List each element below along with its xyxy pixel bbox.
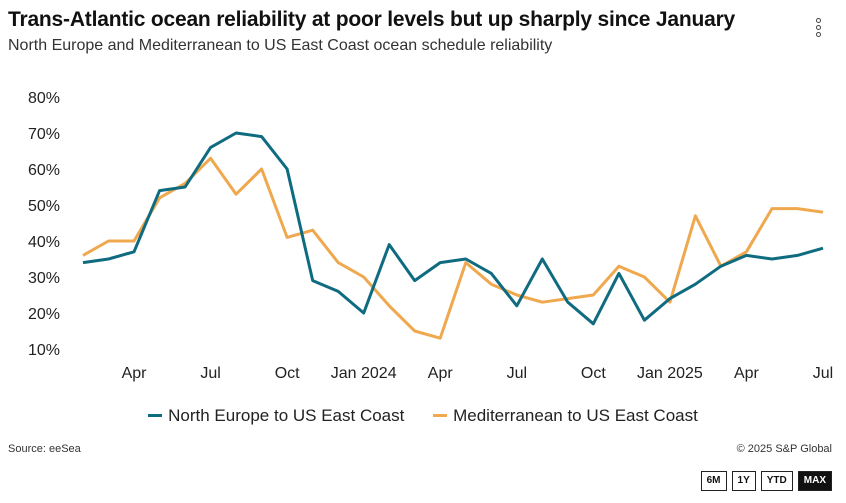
x-tick-label: Apr bbox=[428, 365, 454, 382]
legend-swatch-mediterranean bbox=[433, 414, 448, 417]
y-tick-label: 60% bbox=[28, 162, 60, 179]
menu-dot-icon bbox=[815, 25, 821, 30]
y-tick-label: 40% bbox=[28, 234, 60, 251]
legend-item-north-europe[interactable]: North Europe to US East Coast bbox=[148, 406, 404, 426]
range-button-max[interactable]: MAX bbox=[797, 471, 832, 491]
y-tick-label: 30% bbox=[28, 270, 60, 287]
x-tick-label: Apr bbox=[734, 365, 760, 382]
range-selector: 6M 1Y YTD MAX bbox=[700, 471, 832, 491]
range-button-ytd[interactable]: YTD bbox=[760, 471, 793, 491]
range-button-6m[interactable]: 6M bbox=[700, 471, 727, 491]
legend-item-mediterranean[interactable]: Mediterranean to US East Coast bbox=[433, 406, 698, 426]
x-tick-label: Jul bbox=[200, 365, 220, 382]
x-tick-label: Jul bbox=[813, 365, 833, 382]
menu-dot-icon bbox=[815, 32, 821, 37]
y-tick-label: 50% bbox=[28, 198, 60, 215]
legend-label-north-europe: North Europe to US East Coast bbox=[168, 405, 405, 425]
source-note: Source: eeSea bbox=[8, 443, 81, 455]
menu-dot-icon bbox=[815, 18, 821, 23]
y-tick-label: 10% bbox=[28, 342, 60, 359]
legend-label-mediterranean: Mediterranean to US East Coast bbox=[453, 405, 698, 425]
north-europe-series-line[interactable] bbox=[82, 131, 824, 326]
chart-subtitle: North Europe and Mediterranean to US Eas… bbox=[8, 37, 553, 54]
legend: North Europe to US East Coast Mediterran… bbox=[0, 402, 846, 426]
x-tick-label: Oct bbox=[581, 365, 606, 382]
x-tick-label: Jan 2024 bbox=[331, 365, 397, 382]
x-tick-label: Oct bbox=[275, 365, 300, 382]
copyright-note: © 2025 S&P Global bbox=[736, 443, 832, 455]
y-tick-label: 20% bbox=[28, 306, 60, 323]
x-tick-label: Jan 2025 bbox=[637, 365, 703, 382]
mediterranean-series-line[interactable] bbox=[82, 156, 824, 340]
kebab-menu-icon[interactable] bbox=[810, 18, 826, 44]
x-tick-label: Apr bbox=[122, 365, 148, 382]
legend-swatch-north-europe bbox=[148, 414, 163, 417]
y-tick-label: 80% bbox=[28, 90, 60, 107]
line-chart: 10% 20% 30% 40% 50% 60% 70% 80% Apr Jul Oct Jan 202… bbox=[28, 90, 833, 382]
y-tick-label: 70% bbox=[28, 126, 60, 143]
x-tick-label: Jul bbox=[507, 365, 527, 382]
chart-title: Trans-Atlantic ocean reliability at poor… bbox=[8, 8, 736, 31]
range-button-1y[interactable]: 1Y bbox=[731, 471, 756, 491]
